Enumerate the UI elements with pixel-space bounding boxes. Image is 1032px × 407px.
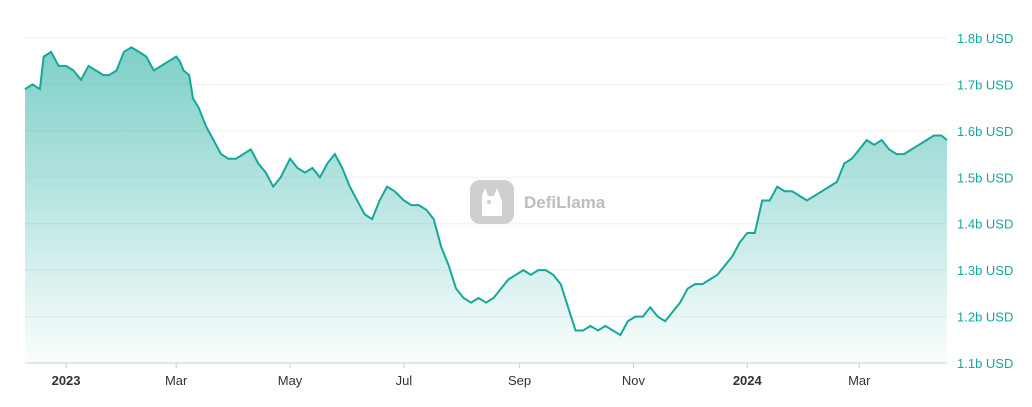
y-tick-label: 1.4b USD [957,217,1013,232]
x-tick-label: Mar [165,373,188,388]
x-tick-label: 2024 [733,373,763,388]
x-axis-ticks: 2023 Mar May Jul Sep Nov 2024 Mar [52,363,871,388]
y-axis-ticks: 1.1b USD 1.2b USD 1.3b USD 1.4b USD 1.5b USD… [957,31,1013,371]
y-tick-label: 1.3b USD [957,263,1013,278]
watermark-text: DefiLlama [524,193,606,212]
x-tick-label: Jul [396,373,413,388]
x-tick-label: May [278,373,303,388]
y-tick-label: 1.5b USD [957,170,1013,185]
y-tick-label: 1.8b USD [957,31,1013,46]
x-tick-label: Nov [622,373,646,388]
x-tick-label: Mar [848,373,871,388]
y-tick-label: 1.6b USD [957,124,1013,139]
series-line [24,46,948,337]
y-tick-label: 1.1b USD [957,356,1013,371]
y-tick-label: 1.2b USD [957,310,1013,325]
y-tick-label: 1.7b USD [957,77,1013,92]
watermark: DefiLlama [470,180,606,224]
area-fill [25,47,947,364]
x-tick-label: Sep [508,373,531,388]
llama-logo-icon [470,180,514,224]
x-tick-label: 2023 [52,373,81,388]
